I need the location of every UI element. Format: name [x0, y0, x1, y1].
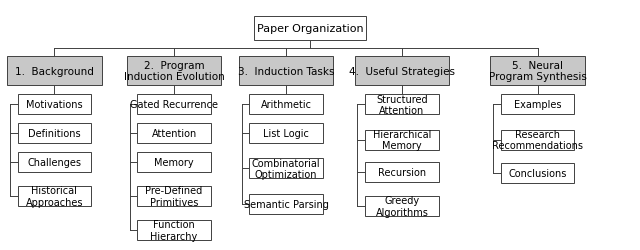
Text: Research
Recommendations: Research Recommendations [492, 129, 583, 151]
Text: Recursion: Recursion [378, 168, 426, 177]
FancyBboxPatch shape [239, 57, 333, 86]
FancyBboxPatch shape [365, 95, 439, 115]
Text: Examples: Examples [514, 100, 561, 110]
FancyBboxPatch shape [138, 152, 211, 172]
FancyBboxPatch shape [138, 124, 211, 144]
Text: Semantic Parsing: Semantic Parsing [244, 199, 328, 209]
FancyBboxPatch shape [500, 95, 575, 115]
FancyBboxPatch shape [138, 220, 211, 240]
Text: Structured
Attention: Structured Attention [376, 94, 428, 116]
Text: Historical
Approaches: Historical Approaches [26, 186, 83, 207]
FancyBboxPatch shape [365, 130, 439, 150]
Text: Function
Hierarchy: Function Hierarchy [150, 219, 198, 241]
Text: Challenges: Challenges [28, 158, 81, 168]
FancyBboxPatch shape [254, 17, 366, 40]
Text: Greedy
Algorithms: Greedy Algorithms [376, 196, 428, 217]
Text: Combinatorial
Optimization: Combinatorial Optimization [252, 158, 321, 180]
Text: Attention: Attention [152, 129, 196, 139]
Text: Pre-Defined
Primitives: Pre-Defined Primitives [145, 186, 203, 207]
Text: Arithmetic: Arithmetic [260, 100, 312, 110]
Text: Hierarchical
Memory: Hierarchical Memory [372, 129, 431, 151]
FancyBboxPatch shape [127, 57, 221, 86]
Text: 3.  Induction Tasks: 3. Induction Tasks [238, 66, 334, 76]
FancyBboxPatch shape [18, 95, 92, 115]
Text: Definitions: Definitions [28, 129, 81, 139]
Text: List Logic: List Logic [263, 129, 309, 139]
Text: 2.  Program
Induction Evolution: 2. Program Induction Evolution [124, 60, 225, 82]
FancyBboxPatch shape [7, 57, 102, 86]
Text: 4.  Useful Strategies: 4. Useful Strategies [349, 66, 455, 76]
FancyBboxPatch shape [250, 194, 323, 214]
Text: Gated Recurrence: Gated Recurrence [130, 100, 218, 110]
FancyBboxPatch shape [490, 57, 585, 86]
FancyBboxPatch shape [365, 196, 439, 216]
FancyBboxPatch shape [18, 186, 92, 206]
FancyBboxPatch shape [18, 124, 92, 144]
FancyBboxPatch shape [138, 186, 211, 206]
FancyBboxPatch shape [250, 159, 323, 179]
FancyBboxPatch shape [250, 95, 323, 115]
FancyBboxPatch shape [250, 124, 323, 144]
Text: Memory: Memory [154, 158, 194, 168]
Text: Conclusions: Conclusions [508, 169, 567, 179]
Text: 5.  Neural
Program Synthesis: 5. Neural Program Synthesis [489, 60, 586, 82]
FancyBboxPatch shape [138, 95, 211, 115]
FancyBboxPatch shape [500, 130, 575, 150]
Text: Paper Organization: Paper Organization [257, 24, 364, 34]
Text: 1.  Background: 1. Background [15, 66, 94, 76]
FancyBboxPatch shape [355, 57, 449, 86]
FancyBboxPatch shape [18, 152, 92, 172]
FancyBboxPatch shape [500, 164, 575, 184]
Text: Motivations: Motivations [26, 100, 83, 110]
FancyBboxPatch shape [365, 162, 439, 182]
